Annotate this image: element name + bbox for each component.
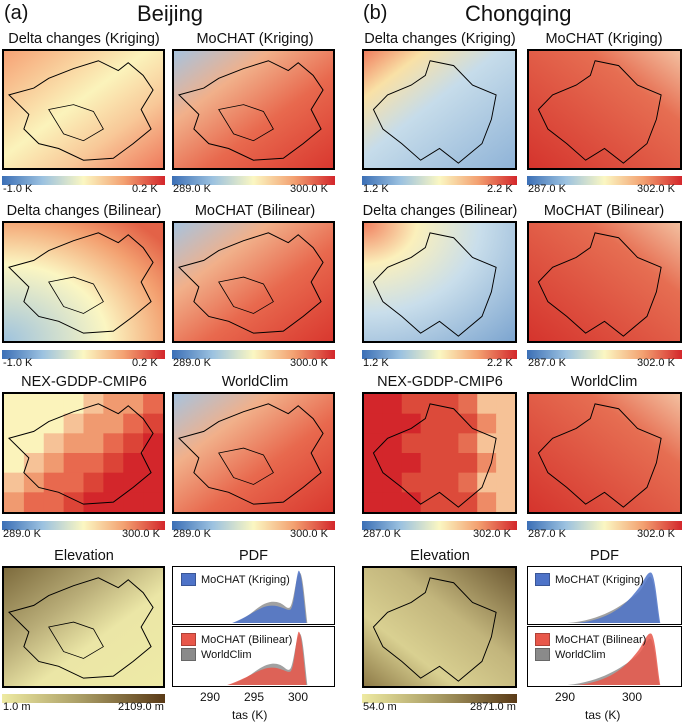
a-worldclim-title: WorldClim <box>221 374 289 390</box>
panel-a-label: (a) <box>4 2 29 24</box>
a-mochat-kriging-colorbar <box>172 172 335 185</box>
panel-b-label: (b) <box>363 2 388 24</box>
a-mochat-bilinear-title: MoCHAT (Bilinear) <box>194 203 316 219</box>
b-elevation-colorbar <box>362 690 517 703</box>
b-pdf-legend-worldclim: WorldClim <box>555 648 606 661</box>
a-mochat-kriging-min: 289.0 K <box>173 183 211 195</box>
b-nex-map <box>362 392 517 514</box>
b-pdf-xtick-300: 300 <box>622 690 643 704</box>
b-nex-title: NEX-GDDP-CMIP6 <box>377 374 503 390</box>
b-mochat-kriging-colorbar <box>527 172 682 185</box>
b-delta-bilinear-min: 1.2 K <box>363 357 389 369</box>
b-worldclim-max: 302.0 K <box>637 528 675 540</box>
a-mochat-bilinear-min: 289.0 K <box>173 357 211 369</box>
b-nex-colorbar <box>362 517 517 530</box>
a-pdf-xtick-290: 290 <box>200 690 221 704</box>
b-delta-kriging-min: 1.2 K <box>363 183 389 195</box>
b-mochat-kriging-max: 302.0 K <box>637 183 675 195</box>
a-nex-min: 289.0 K <box>3 528 41 540</box>
b-pdf-legend-bilinear: MoCHAT (Bilinear) <box>555 633 647 646</box>
a-elevation-max: 2109.0 m <box>118 701 164 713</box>
a-delta-kriging-map <box>2 49 165 170</box>
a-worldclim-map <box>172 392 335 514</box>
a-nex-title: NEX-GDDP-CMIP6 <box>21 374 147 390</box>
b-mochat-kriging-title: MoCHAT (Kriging) <box>545 31 663 47</box>
b-elevation-map <box>362 566 517 688</box>
b-nex-max: 302.0 K <box>473 528 511 540</box>
a-elevation-colorbar <box>2 690 165 703</box>
a-nex-map <box>2 392 165 514</box>
b-delta-bilinear-map <box>362 221 517 343</box>
b-worldclim-colorbar <box>527 517 682 530</box>
b-elevation-max: 2871.0 m <box>470 701 516 713</box>
b-pdf-legend-kriging: MoCHAT (Kriging) <box>555 573 644 586</box>
a-nex-colorbar <box>2 517 165 530</box>
b-pdf-title: PDF <box>590 548 619 564</box>
a-delta-kriging-min: -1.0 K <box>3 183 33 195</box>
a-mochat-bilinear-max: 300.0 K <box>290 357 328 369</box>
a-delta-bilinear-map <box>2 221 165 343</box>
a-pdf-legend-kriging: MoCHAT (Kriging) <box>201 573 290 586</box>
a-elevation-title: Elevation <box>54 548 114 564</box>
a-pdf-xtick-295: 295 <box>244 690 265 704</box>
a-pdf-xlabel: tas (K) <box>232 708 268 722</box>
b-delta-bilinear-max: 2.2 K <box>487 357 513 369</box>
b-elevation-min: 54.0 m <box>363 701 397 713</box>
a-elevation-map <box>2 566 165 688</box>
b-delta-kriging-map <box>362 49 517 170</box>
b-mochat-kriging-min: 287.0 K <box>528 183 566 195</box>
a-elevation-min: 1.0 m <box>3 701 31 713</box>
b-pdf-xlabel: tas (K) <box>585 708 621 722</box>
b-worldclim-title: WorldClim <box>570 374 638 390</box>
a-pdf-legend-worldclim: WorldClim <box>201 648 252 661</box>
b-delta-kriging-colorbar <box>362 172 517 185</box>
panel-a-region-title: Beijing <box>137 1 204 26</box>
b-pdf-top: MoCHAT (Kriging) <box>527 566 682 625</box>
a-pdf-xtick-300: 300 <box>288 690 309 704</box>
a-worldclim-min: 289.0 K <box>173 528 211 540</box>
a-delta-kriging-colorbar <box>2 172 165 185</box>
b-mochat-kriging-map <box>527 49 682 170</box>
a-worldclim-colorbar <box>172 517 335 530</box>
b-delta-bilinear-title: Delta changes (Bilinear) <box>362 203 518 219</box>
a-pdf-top: MoCHAT (Kriging) <box>172 566 335 625</box>
a-mochat-bilinear-map <box>172 221 335 343</box>
a-pdf-legend-bilinear: MoCHAT (Bilinear) <box>201 633 293 646</box>
a-nex-max: 300.0 K <box>122 528 160 540</box>
a-mochat-bilinear-colorbar <box>172 346 335 359</box>
a-delta-bilinear-colorbar <box>2 346 165 359</box>
a-delta-kriging-max: 0.2 K <box>132 183 158 195</box>
a-mochat-kriging-title: MoCHAT (Kriging) <box>196 31 314 47</box>
b-mochat-bilinear-max: 302.0 K <box>637 357 675 369</box>
a-worldclim-max: 300.0 K <box>290 528 328 540</box>
b-mochat-bilinear-title: MoCHAT (Bilinear) <box>543 203 665 219</box>
b-pdf-bottom: MoCHAT (Bilinear) WorldClim <box>527 626 682 687</box>
a-mochat-kriging-map <box>172 49 335 170</box>
b-delta-bilinear-colorbar <box>362 346 517 359</box>
a-pdf-title: PDF <box>239 548 268 564</box>
b-worldclim-map <box>527 392 682 514</box>
b-pdf-xtick-290: 290 <box>555 690 576 704</box>
a-delta-bilinear-min: -1.0 K <box>3 357 33 369</box>
a-pdf-bottom: MoCHAT (Bilinear) WorldClim <box>172 626 335 687</box>
b-nex-min: 287.0 K <box>363 528 401 540</box>
a-delta-bilinear-title: Delta changes (Bilinear) <box>6 203 162 219</box>
b-mochat-bilinear-colorbar <box>527 346 682 359</box>
b-worldclim-min: 287.0 K <box>528 528 566 540</box>
panel-b-region-title: Chongqing <box>465 1 572 26</box>
b-mochat-bilinear-min: 287.0 K <box>528 357 566 369</box>
b-mochat-bilinear-map <box>527 221 682 343</box>
a-mochat-kriging-max: 300.0 K <box>290 183 328 195</box>
b-elevation-title: Elevation <box>410 548 470 564</box>
a-delta-kriging-title: Delta changes (Kriging) <box>8 31 160 47</box>
a-delta-bilinear-max: 0.2 K <box>132 357 158 369</box>
b-delta-kriging-title: Delta changes (Kriging) <box>364 31 516 47</box>
b-delta-kriging-max: 2.2 K <box>487 183 513 195</box>
